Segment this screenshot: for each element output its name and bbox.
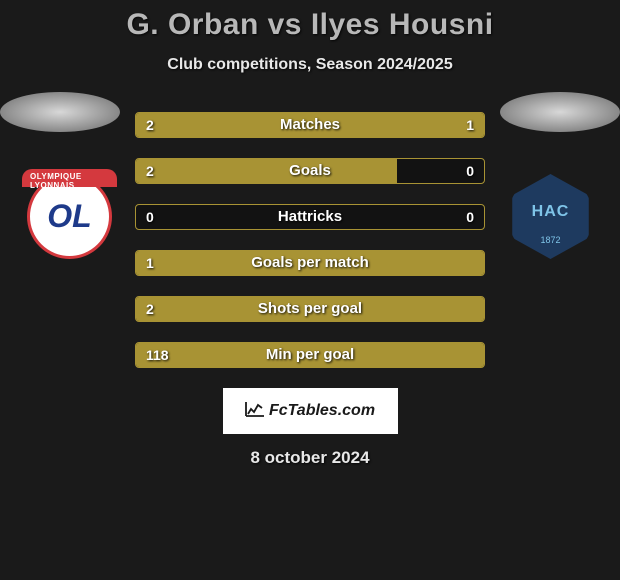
bar-label: Min per goal bbox=[136, 343, 484, 367]
bar-label: Shots per goal bbox=[136, 297, 484, 321]
player-left-badge bbox=[0, 92, 120, 132]
bar-label: Matches bbox=[136, 113, 484, 137]
bar-row: 2Shots per goal bbox=[135, 296, 485, 322]
bar-value-right: 0 bbox=[466, 205, 474, 229]
club-left-short: OL bbox=[47, 198, 91, 235]
subtitle: Club competitions, Season 2024/2025 bbox=[0, 56, 620, 74]
club-right-year: 1872 bbox=[540, 235, 560, 245]
bar-row: 118Min per goal bbox=[135, 342, 485, 368]
bar-row: 2Goals0 bbox=[135, 158, 485, 184]
footer-brand-text: FcTables.com bbox=[269, 402, 375, 420]
bar-label: Goals per match bbox=[136, 251, 484, 275]
chart-area: OLYMPIQUE LYONNAIS OL HAC 1872 2Matches1… bbox=[0, 112, 620, 368]
bar-label: Hattricks bbox=[136, 205, 484, 229]
footer-brand-box: FcTables.com bbox=[223, 388, 398, 434]
bar-row: 0Hattricks0 bbox=[135, 204, 485, 230]
bar-value-right: 0 bbox=[466, 159, 474, 183]
player-right-badge bbox=[500, 92, 620, 132]
bar-value-right: 1 bbox=[466, 113, 474, 137]
comparison-infographic: G. Orban vs Ilyes Housni Club competitio… bbox=[0, 0, 620, 468]
bar-label: Goals bbox=[136, 159, 484, 183]
club-right-label: HAC bbox=[532, 203, 570, 221]
bar-row: 2Matches1 bbox=[135, 112, 485, 138]
club-logo-right: HAC 1872 bbox=[508, 174, 593, 259]
comparison-bars: 2Matches12Goals00Hattricks01Goals per ma… bbox=[135, 112, 485, 368]
page-title: G. Orban vs Ilyes Housni bbox=[0, 8, 620, 42]
chart-icon bbox=[245, 401, 265, 422]
club-logo-left: OLYMPIQUE LYONNAIS OL bbox=[27, 174, 112, 259]
bar-row: 1Goals per match bbox=[135, 250, 485, 276]
club-left-label: OLYMPIQUE LYONNAIS bbox=[30, 172, 109, 190]
footer-date: 8 october 2024 bbox=[0, 448, 620, 468]
